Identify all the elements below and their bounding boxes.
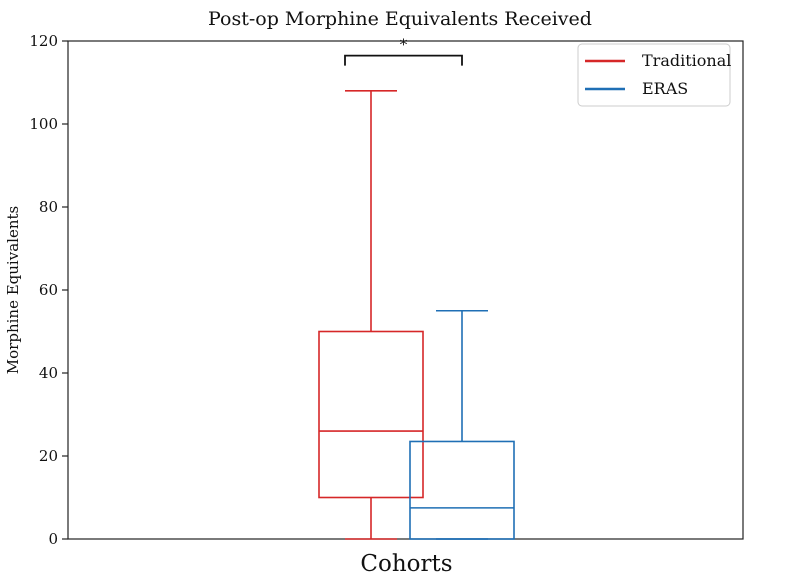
y-tick-label: 40 (39, 364, 58, 382)
y-tick-label: 80 (39, 198, 58, 216)
chart-title: Post-op Morphine Equivalents Received (208, 8, 592, 30)
bracket-line (344, 54, 463, 66)
y-tick-label: 20 (39, 447, 58, 465)
y-axis: 0 20 40 60 80 100 120 (29, 32, 68, 548)
y-tick-label: 60 (39, 281, 58, 299)
box-eras (409, 309, 515, 540)
legend-box (577, 43, 731, 107)
significance-bracket: * (344, 36, 463, 66)
significance-label: * (400, 36, 408, 54)
y-axis-label: Morphine Equivalents (4, 206, 22, 374)
y-tick-label: 0 (48, 530, 58, 548)
y-tick-label: 100 (29, 115, 58, 133)
box-series-group (318, 90, 515, 540)
legend-label-eras: ERAS (642, 79, 688, 98)
y-tick-label: 120 (29, 32, 58, 50)
box-iqr (409, 440, 515, 540)
legend-label-traditional: Traditional (642, 51, 731, 70)
x-axis-label: Cohorts (360, 551, 452, 575)
legend: Traditional ERAS (577, 43, 731, 107)
box-iqr (318, 330, 424, 499)
plot-area-frame (67, 40, 744, 540)
box-traditional (318, 90, 424, 540)
